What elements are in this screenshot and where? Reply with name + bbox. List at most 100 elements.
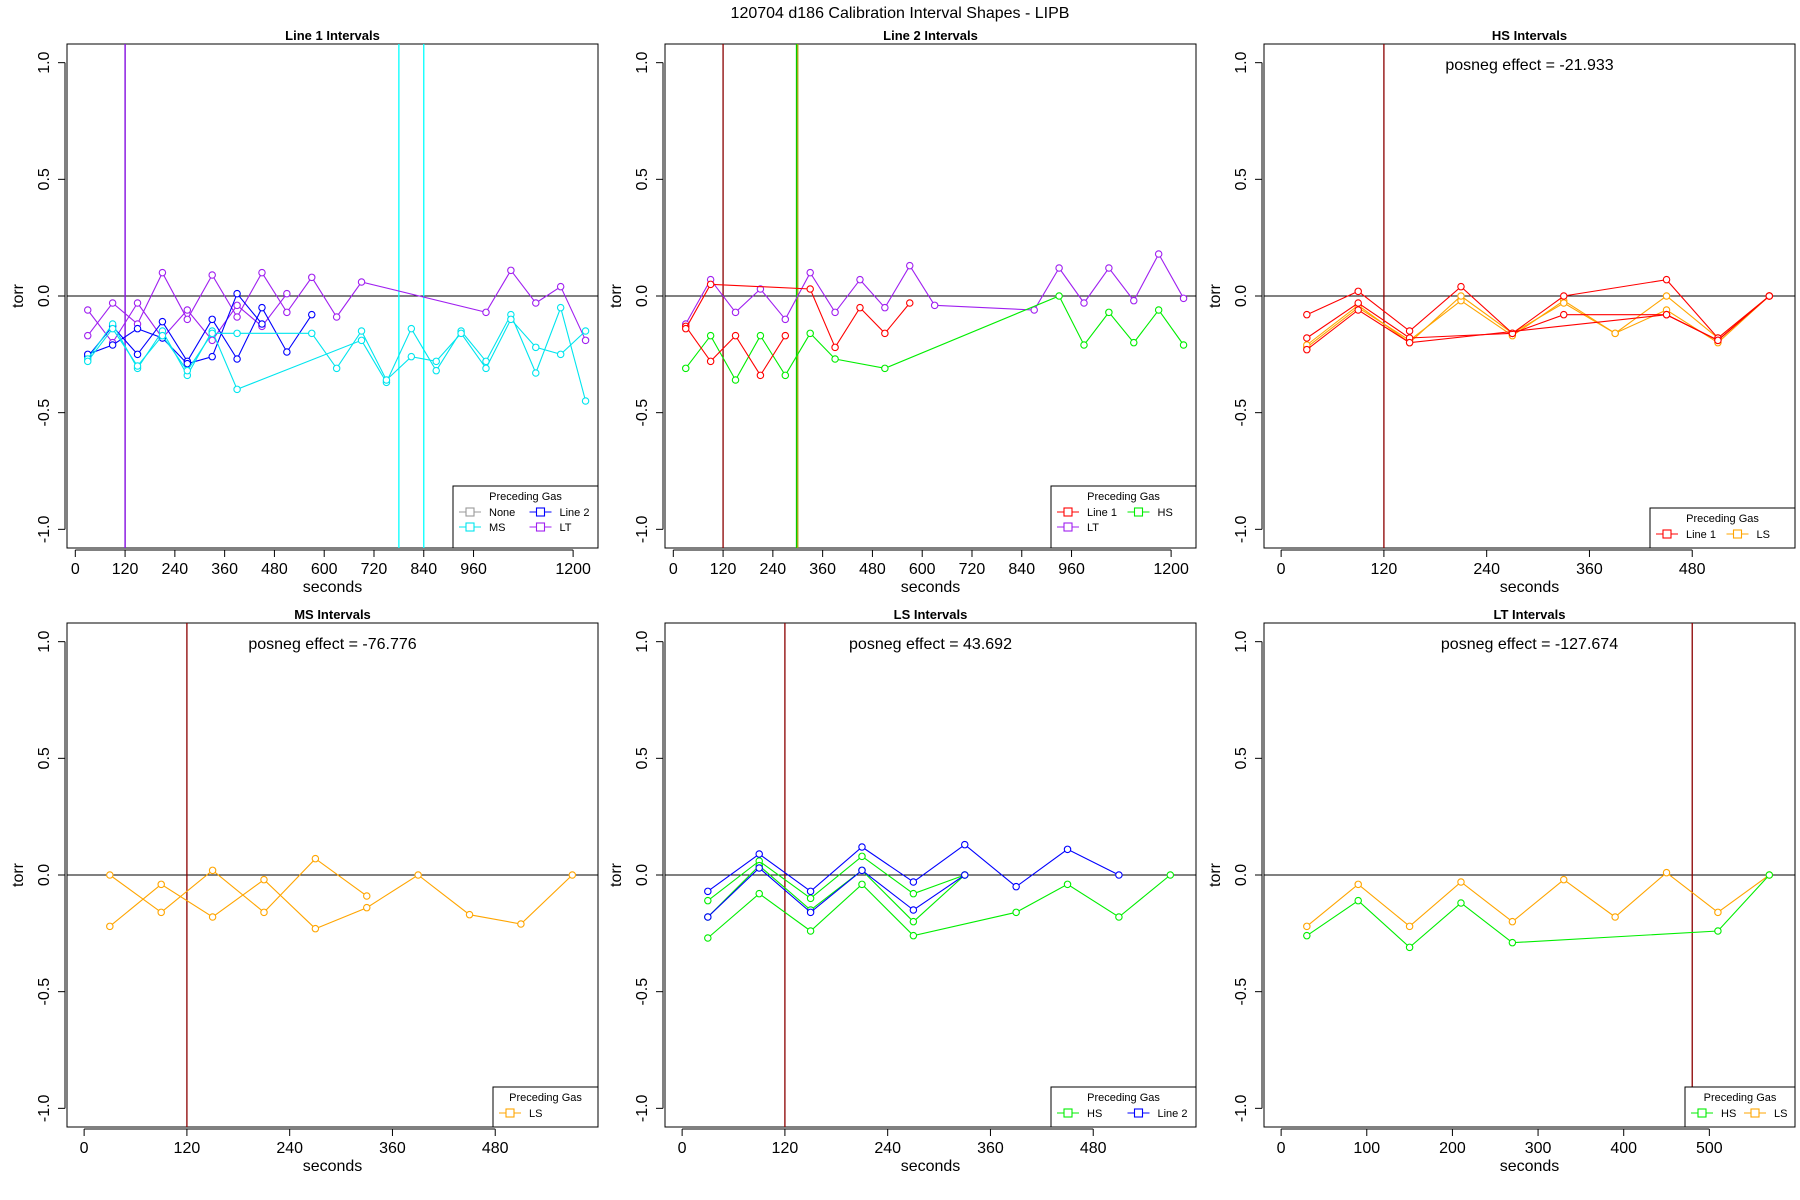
data-point — [706, 357, 715, 366]
legend-label: LS — [1757, 529, 1770, 541]
x-tick-label: 360 — [977, 1140, 1004, 1157]
data-point — [755, 889, 763, 898]
data-point — [831, 343, 839, 352]
legend-label: LS — [529, 1108, 542, 1120]
x-tick-label: 960 — [460, 561, 487, 578]
data-point — [1354, 306, 1362, 314]
y-tick-label: 1.0 — [36, 630, 53, 652]
x-tick-label: 600 — [909, 561, 936, 578]
data-point — [414, 871, 422, 879]
legend-swatch-marker — [1732, 529, 1743, 539]
x-tick-label: 0 — [1277, 1140, 1286, 1157]
x-tick-label: 0 — [80, 1140, 89, 1157]
data-point — [909, 878, 918, 886]
data-point — [909, 906, 918, 914]
series-ms — [83, 315, 590, 384]
data-point — [1130, 338, 1138, 347]
data-point — [208, 352, 216, 361]
data-point — [704, 887, 712, 896]
chart-panel-4: MS Intervals -1.0 -0.5 0.0 0.5 1.0 torr 0 120 240… — [10, 607, 599, 1175]
y-tick-label: 1.0 — [634, 51, 651, 73]
data-point — [806, 285, 814, 293]
data-point — [465, 910, 474, 919]
y-tick-label: -0.5 — [634, 399, 651, 427]
data-point — [208, 271, 216, 279]
data-point — [517, 920, 525, 928]
data-point — [581, 397, 590, 405]
x-tick-label: 480 — [1679, 561, 1706, 578]
x-tick-label: 100 — [1353, 1140, 1380, 1157]
data-point — [781, 331, 790, 340]
chart-title: LS Intervals — [894, 607, 968, 622]
x-tick-label: 240 — [276, 1140, 303, 1157]
data-point — [856, 275, 864, 284]
legend-label: Line 1 — [1087, 507, 1117, 519]
x-tick-label: 480 — [261, 561, 288, 578]
legend-entry: HS — [1057, 1108, 1102, 1120]
data-point — [1303, 310, 1311, 319]
series-line — [1306, 871, 1770, 928]
series-line — [109, 874, 573, 930]
data-point — [909, 931, 918, 940]
data-point — [1179, 294, 1188, 303]
data-point — [1303, 931, 1311, 940]
legend: Preceding Gas HS Line 2 — [1050, 1086, 1197, 1128]
legend-label: LT — [1087, 522, 1099, 534]
y-tick-label: 0.0 — [36, 864, 53, 886]
data-point — [781, 315, 790, 324]
data-point — [108, 341, 117, 349]
data-point — [133, 299, 142, 307]
legend-entry: LS — [1726, 529, 1770, 541]
data-point — [881, 364, 889, 373]
legend-entry: LT — [1057, 522, 1099, 534]
y-tick-label: 0.0 — [1233, 285, 1250, 307]
series-hs — [704, 871, 1175, 942]
data-point — [133, 362, 142, 370]
y-axis-label: torr — [1207, 283, 1224, 308]
data-point — [233, 289, 241, 298]
series-line-1 — [1303, 275, 1774, 342]
data-point — [731, 376, 740, 384]
data-point — [1354, 299, 1362, 307]
data-point — [704, 934, 712, 942]
data-point — [1154, 306, 1163, 314]
data-point — [432, 357, 440, 366]
y-tick-label: -0.5 — [1233, 978, 1250, 1006]
data-point — [532, 369, 540, 377]
data-point — [556, 303, 565, 312]
x-tick-label: 360 — [1576, 561, 1603, 578]
y-tick-label: -0.5 — [36, 978, 53, 1006]
data-point — [258, 303, 266, 312]
data-point — [1080, 299, 1088, 307]
data-point — [1560, 310, 1568, 319]
series-lt — [83, 266, 590, 345]
data-point — [556, 282, 565, 291]
series-line — [109, 857, 368, 914]
series-line — [1306, 295, 1770, 351]
data-point — [756, 371, 765, 380]
data-point — [208, 913, 217, 921]
data-point — [233, 385, 241, 394]
data-point — [158, 317, 167, 326]
data-point — [1714, 908, 1722, 917]
y-tick-label: -1.0 — [36, 1094, 53, 1122]
legend-box — [1050, 485, 1197, 549]
data-point — [1662, 275, 1671, 284]
data-point — [1405, 943, 1414, 952]
series-line — [1306, 874, 1770, 949]
posneg-annotation: posneg effect = -127.674 — [1441, 636, 1618, 653]
series-line-1 — [681, 280, 914, 352]
data-point — [83, 357, 92, 366]
legend: Preceding Gas LS — [492, 1086, 599, 1128]
data-point — [704, 896, 712, 905]
data-point — [283, 348, 291, 356]
x-tick-label: 840 — [1008, 561, 1035, 578]
data-point — [1662, 292, 1671, 300]
data-point — [1354, 287, 1362, 296]
series-line-2 — [704, 840, 1123, 896]
data-point — [1457, 899, 1465, 907]
legend-swatch-marker — [1133, 1108, 1144, 1118]
legend-swatch-marker — [1063, 507, 1073, 517]
data-point — [363, 892, 371, 900]
data-point — [258, 268, 266, 277]
